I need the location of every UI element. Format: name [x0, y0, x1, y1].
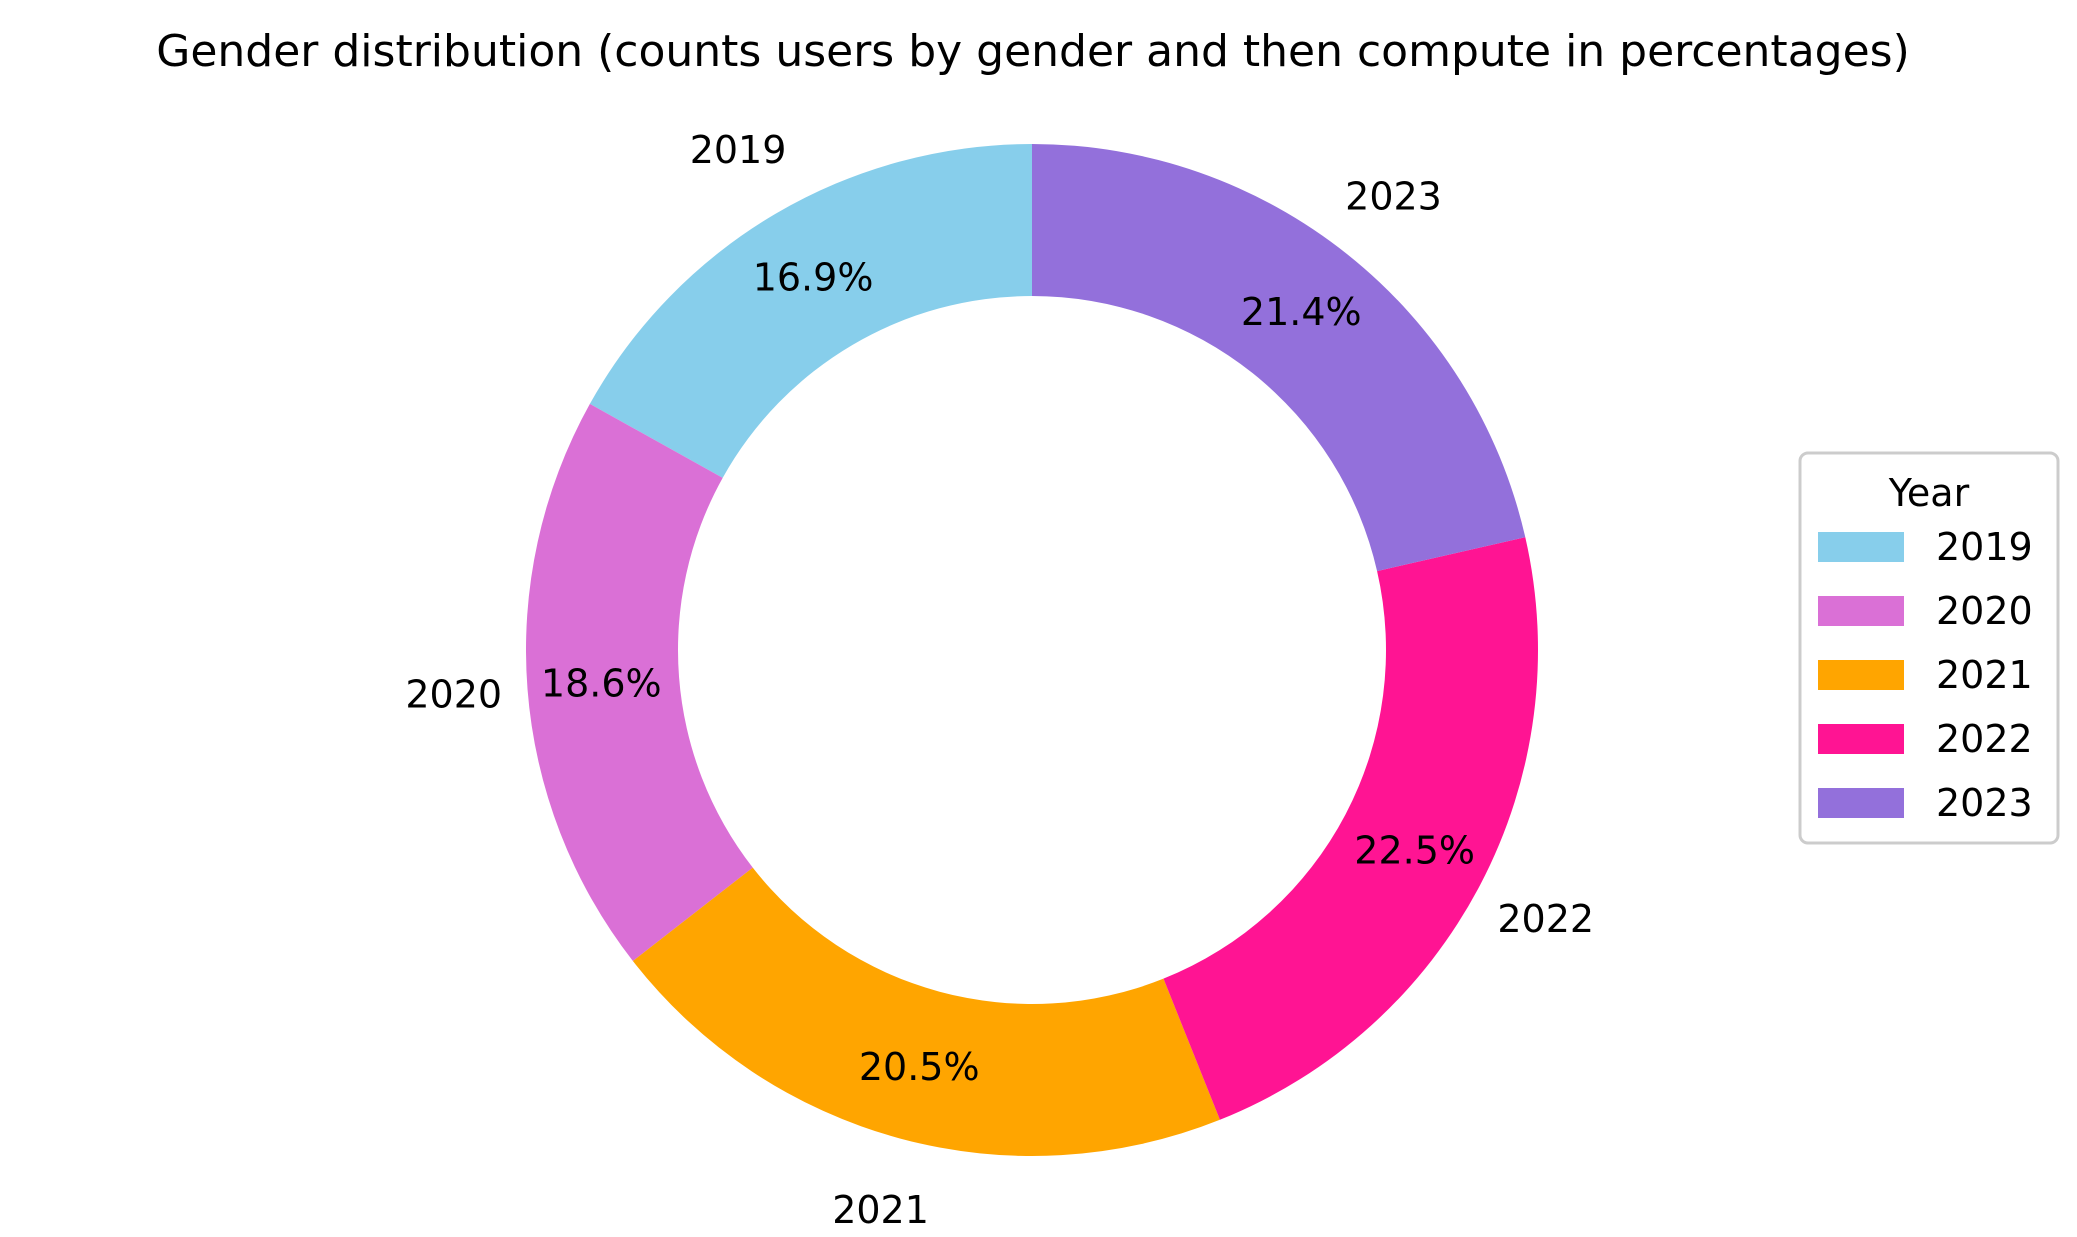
legend-label-2019: 2019 — [1936, 525, 2033, 569]
percentage-label-2020: 18.6% — [541, 661, 662, 705]
donut-slices — [526, 144, 1538, 1156]
legend-label-2021: 2021 — [1936, 653, 2033, 697]
donut-slice-2022 — [1163, 537, 1538, 1120]
percentage-label-2023: 21.4% — [1241, 290, 1362, 334]
legend-swatch-2019 — [1818, 532, 1904, 562]
percentage-label-2019: 16.9% — [753, 256, 874, 300]
category-label-2021: 2021 — [832, 1188, 929, 1232]
chart-title: Gender distribution (counts users by gen… — [156, 26, 1910, 77]
legend-swatch-2023 — [1818, 788, 1904, 818]
category-label-2023: 2023 — [1345, 174, 1442, 218]
percentage-label-2022: 22.5% — [1354, 829, 1475, 873]
legend-items: 2019 2020 2021 2022 2023 — [1818, 525, 2033, 825]
donut-slice-2021 — [632, 867, 1220, 1156]
donut-slice-2023 — [1032, 144, 1526, 572]
legend-swatch-2021 — [1818, 660, 1904, 690]
percentage-labels: 16.9% 18.6% 20.5% 22.5% 21.4% — [541, 256, 1475, 1089]
donut-slice-2020 — [526, 403, 753, 962]
category-label-2020: 2020 — [405, 673, 502, 717]
legend: Year 2019 2020 2021 2022 2023 — [1798, 451, 2060, 845]
legend-label-2023: 2023 — [1936, 781, 2033, 825]
legend-swatch-2022 — [1818, 724, 1904, 754]
legend-label-2020: 2020 — [1936, 589, 2033, 633]
legend-swatch-2020 — [1818, 596, 1904, 626]
legend-label-2022: 2022 — [1936, 717, 2033, 761]
percentage-label-2021: 20.5% — [859, 1045, 980, 1089]
category-label-2019: 2019 — [690, 128, 787, 172]
legend-title: Year — [1888, 471, 1970, 515]
category-labels: 2019 2020 2021 2022 2023 — [405, 128, 1594, 1232]
donut-slice-2019 — [589, 144, 1032, 478]
category-label-2022: 2022 — [1497, 897, 1594, 941]
